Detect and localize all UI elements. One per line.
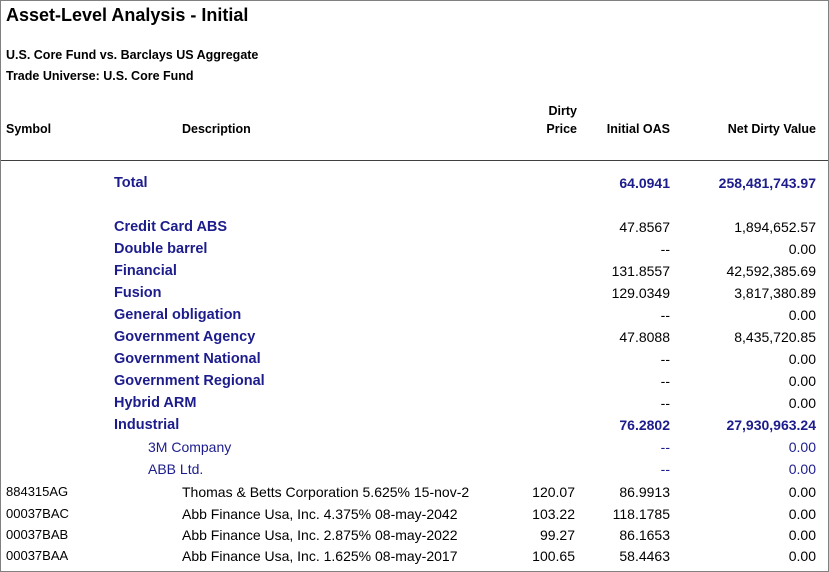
security-dirty-price: 103.22 (532, 506, 575, 522)
issuer-label: 3M Company (148, 439, 232, 455)
column-header-dirty-price-line1[interactable]: Dirty (548, 104, 577, 118)
group-net-dirty-value: 42,592,385.69 (726, 263, 816, 279)
issuer-oas: -- (660, 439, 670, 455)
security-row[interactable]: 00037BAB Abb Finance Usa, Inc. 2.875% 08… (1, 527, 828, 549)
group-oas: 76.2802 (619, 417, 670, 433)
group-label: Financial (114, 263, 177, 279)
column-header-description[interactable]: Description (182, 122, 251, 136)
group-row-industrial[interactable]: Industrial 76.2802 27,930,963.24 (1, 417, 828, 439)
group-oas: -- (660, 307, 670, 323)
security-symbol: 00037BAA (6, 548, 69, 563)
security-dirty-price: 99.27 (539, 527, 575, 543)
total-oas: 64.0941 (619, 175, 670, 191)
group-label: Government National (114, 351, 261, 367)
group-row[interactable]: Government Regional -- 0.00 (1, 373, 828, 395)
group-oas: 47.8088 (619, 329, 670, 345)
group-oas: -- (660, 395, 670, 411)
group-net-dirty-value: 27,930,963.24 (726, 417, 816, 433)
security-symbol: 00037BAB (6, 527, 69, 542)
group-net-dirty-value: 0.00 (788, 351, 816, 367)
group-row[interactable]: Double barrel -- 0.00 (1, 241, 828, 263)
group-oas: -- (660, 373, 670, 389)
security-row[interactable]: 00037BAC Abb Finance Usa, Inc. 4.375% 08… (1, 506, 828, 528)
group-oas: 131.8557 (611, 263, 670, 279)
group-oas: 47.8567 (619, 219, 670, 235)
group-net-dirty-value: 1,894,652.57 (734, 219, 816, 235)
group-row[interactable]: General obligation -- 0.00 (1, 307, 828, 329)
security-oas: 86.9913 (619, 484, 670, 500)
group-label: Government Agency (114, 329, 256, 345)
group-label: Hybrid ARM (114, 395, 197, 411)
issuer-label: ABB Ltd. (148, 461, 204, 477)
security-description: Abb Finance Usa, Inc. 1.625% 08-may-2017 (182, 548, 458, 564)
report-subtitle-comparison: U.S. Core Fund vs. Barclays US Aggregate (6, 48, 259, 62)
security-description: Thomas & Betts Corporation 5.625% 15-nov… (182, 484, 470, 500)
security-description: Abb Finance Usa, Inc. 4.375% 08-may-2042 (182, 506, 458, 522)
security-net-dirty-value: 0.00 (788, 527, 816, 543)
security-description: Abb Finance Usa, Inc. 2.875% 08-may-2022 (182, 527, 458, 543)
security-net-dirty-value: 0.00 (788, 506, 816, 522)
security-oas: 86.1653 (619, 527, 670, 543)
security-symbol: 884315AG (6, 484, 69, 499)
group-oas: 129.0349 (611, 285, 670, 301)
total-net-dirty-value: 258,481,743.97 (718, 175, 816, 191)
report-subtitle-universe: Trade Universe: U.S. Core Fund (6, 69, 194, 83)
issuer-row[interactable]: 3M Company -- 0.00 (1, 439, 828, 461)
security-oas: 118.1785 (612, 506, 670, 522)
group-row[interactable]: Fusion 129.0349 3,817,380.89 (1, 285, 828, 307)
group-label: Fusion (114, 285, 162, 301)
issuer-row[interactable]: ABB Ltd. -- 0.00 (1, 461, 828, 483)
group-label: Credit Card ABS (114, 219, 228, 235)
group-label: Government Regional (114, 373, 265, 389)
group-label: Industrial (114, 417, 180, 433)
group-oas: -- (660, 241, 670, 257)
group-net-dirty-value: 0.00 (788, 395, 816, 411)
security-net-dirty-value: 0.00 (788, 484, 816, 500)
issuer-oas: -- (660, 461, 670, 477)
security-row[interactable]: 00037BAA Abb Finance Usa, Inc. 1.625% 08… (1, 548, 828, 570)
column-header-dirty-price-line2[interactable]: Price (546, 122, 577, 136)
security-net-dirty-value: 0.00 (788, 548, 816, 564)
total-label: Total (114, 175, 148, 191)
group-row[interactable]: Government Agency 47.8088 8,435,720.85 (1, 329, 828, 351)
group-net-dirty-value: 0.00 (788, 307, 816, 323)
security-row[interactable]: 884315AG Thomas & Betts Corporation 5.62… (1, 484, 828, 506)
group-row[interactable]: Credit Card ABS 47.8567 1,894,652.57 (1, 219, 828, 241)
report-title: Asset-Level Analysis - Initial (6, 5, 249, 25)
group-row[interactable]: Financial 131.8557 42,592,385.69 (1, 263, 828, 285)
group-net-dirty-value: 8,435,720.85 (734, 329, 816, 345)
column-header-initial-oas[interactable]: Initial OAS (606, 122, 670, 136)
issuer-net-dirty-value: 0.00 (788, 461, 816, 477)
security-oas: 58.4463 (619, 548, 670, 564)
group-label: General obligation (114, 307, 242, 323)
column-header-net-dirty-value[interactable]: Net Dirty Value (727, 122, 816, 136)
issuer-net-dirty-value: 0.00 (788, 439, 816, 455)
group-oas: -- (660, 351, 670, 367)
group-net-dirty-value: 0.00 (788, 241, 816, 257)
header-divider (1, 160, 828, 161)
security-symbol: 00037BAC (6, 506, 69, 521)
security-dirty-price: 100.65 (532, 548, 575, 564)
total-row[interactable]: Total 64.0941 258,481,743.97 (1, 175, 828, 197)
group-row[interactable]: Government National -- 0.00 (1, 351, 828, 373)
security-dirty-price: 120.07 (532, 484, 575, 500)
group-label: Double barrel (114, 241, 208, 257)
group-net-dirty-value: 3,817,380.89 (734, 285, 816, 301)
group-net-dirty-value: 0.00 (788, 373, 816, 389)
column-header-symbol[interactable]: Symbol (6, 122, 52, 136)
group-row[interactable]: Hybrid ARM -- 0.00 (1, 395, 828, 417)
